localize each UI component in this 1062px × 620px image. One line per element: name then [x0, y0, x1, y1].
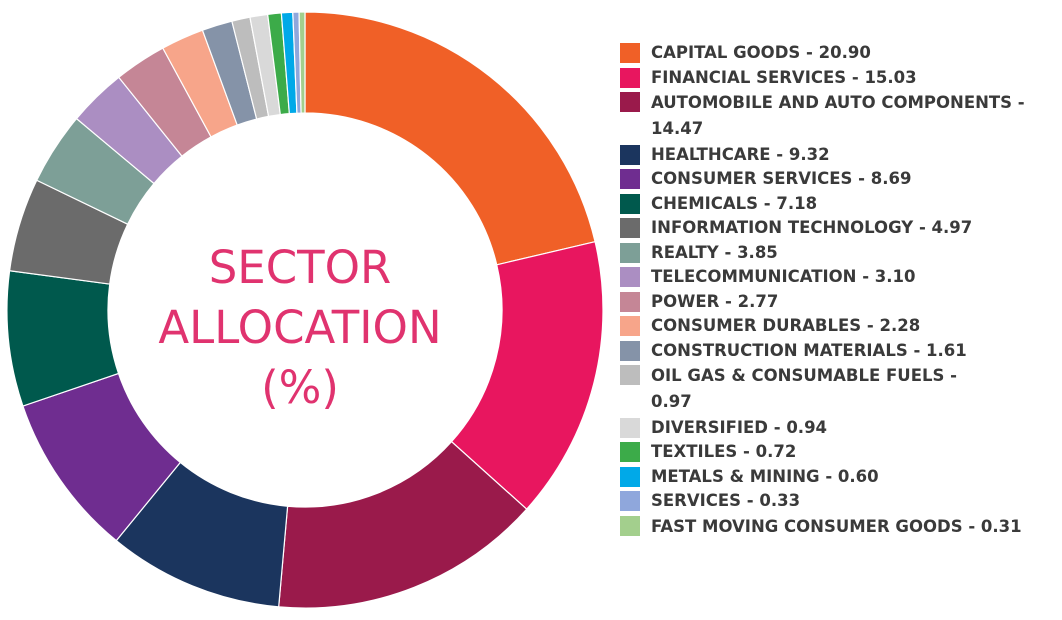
- legend-label: FAST MOVING CONSUMER GOODS - 0.31: [651, 516, 1022, 536]
- legend-swatch: [620, 491, 640, 511]
- legend-swatch: [620, 43, 640, 63]
- legend-item: OIL GAS & CONSUMABLE FUELS - 0.97: [620, 363, 981, 415]
- legend-item: POWER - 2.77: [620, 290, 1060, 314]
- legend-swatch: [620, 193, 640, 214]
- legend-item: TEXTILES - 0.72: [620, 440, 1060, 464]
- legend-swatch: [620, 291, 640, 312]
- legend-swatch: [620, 442, 640, 462]
- legend-item: CONSUMER SERVICES - 8.69: [620, 167, 1060, 191]
- legend-label: METALS & MINING - 0.60: [651, 466, 879, 486]
- legend-label: POWER - 2.77: [651, 291, 779, 311]
- chart-legend: CAPITAL GOODS - 20.90 FINANCIAL SERVICES…: [620, 41, 1060, 540]
- chart-title-line-1: SECTOR: [208, 241, 392, 294]
- legend-swatch: [620, 316, 640, 336]
- legend-label: DIVERSIFIED - 0.94: [651, 417, 828, 437]
- legend-item: SERVICES - 0.33: [620, 489, 1060, 513]
- slice-capital-goods: [304, 11, 596, 266]
- legend-swatch: [620, 417, 640, 438]
- legend-swatch: [620, 466, 640, 487]
- legend-item: CAPITAL GOODS - 20.90: [620, 41, 1060, 65]
- legend-swatch: [620, 218, 640, 238]
- legend-item: FAST MOVING CONSUMER GOODS - 0.31: [620, 514, 1036, 540]
- legend-item: CHEMICALS - 7.18: [620, 192, 1060, 216]
- legend-label: CHEMICALS - 7.18: [651, 193, 818, 213]
- legend-label: HEALTHCARE - 9.32: [651, 144, 830, 164]
- legend-label: FINANCIAL SERVICES - 15.03: [651, 67, 917, 87]
- chart-title-line-3: (%): [261, 361, 339, 414]
- chart-title: SECTOR ALLOCATION (%): [130, 238, 470, 418]
- legend-label: CONSUMER DURABLES - 2.28: [651, 316, 921, 335]
- legend-item: METALS & MINING - 0.60: [620, 465, 1060, 489]
- legend-label: CAPITAL GOODS - 20.90: [651, 43, 871, 62]
- legend-item: HEALTHCARE - 9.32: [620, 143, 1060, 167]
- legend-swatch: [620, 340, 640, 361]
- legend-swatch: [620, 169, 640, 189]
- legend-item: DIVERSIFIED - 0.94: [620, 416, 1060, 440]
- legend-label: OIL GAS & CONSUMABLE FUELS - 0.97: [651, 366, 957, 411]
- legend-swatch: [620, 92, 640, 112]
- legend-item: AUTOMOBILE AND AUTO COMPONENTS - 14.47: [620, 90, 1062, 142]
- legend-item: TELECOMMUNICATION - 3.10: [620, 265, 1060, 289]
- slice-fast-moving-consumer-goods: [298, 11, 306, 114]
- legend-label: CONSUMER SERVICES - 8.69: [651, 169, 912, 188]
- legend-swatch: [620, 144, 640, 165]
- legend-label: AUTOMOBILE AND AUTO COMPONENTS - 14.47: [651, 93, 1025, 138]
- legend-label: INFORMATION TECHNOLOGY - 4.97: [651, 218, 973, 237]
- donut-chart: [6, 11, 604, 609]
- legend-item: INFORMATION TECHNOLOGY - 4.97: [620, 216, 1060, 240]
- chart-title-line-2: ALLOCATION: [158, 301, 442, 354]
- legend-swatch: [620, 267, 640, 287]
- legend-item: REALTY - 3.85: [620, 241, 1060, 265]
- legend-label: TELECOMMUNICATION - 3.10: [651, 267, 916, 286]
- legend-label: CONSTRUCTION MATERIALS - 1.61: [651, 340, 967, 360]
- legend-swatch: [620, 242, 640, 263]
- legend-swatch: [620, 365, 640, 385]
- legend-item: CONSUMER DURABLES - 2.28: [620, 314, 1060, 338]
- legend-swatch: [620, 515, 640, 536]
- legend-swatch: [620, 67, 640, 88]
- legend-item: CONSTRUCTION MATERIALS - 1.61: [620, 339, 1060, 363]
- legend-label: SERVICES - 0.33: [651, 491, 801, 510]
- legend-item: FINANCIAL SERVICES - 15.03: [620, 66, 1060, 90]
- legend-label: REALTY - 3.85: [651, 242, 778, 262]
- donut-slices: [6, 11, 604, 609]
- legend-label: TEXTILES - 0.72: [651, 442, 797, 461]
